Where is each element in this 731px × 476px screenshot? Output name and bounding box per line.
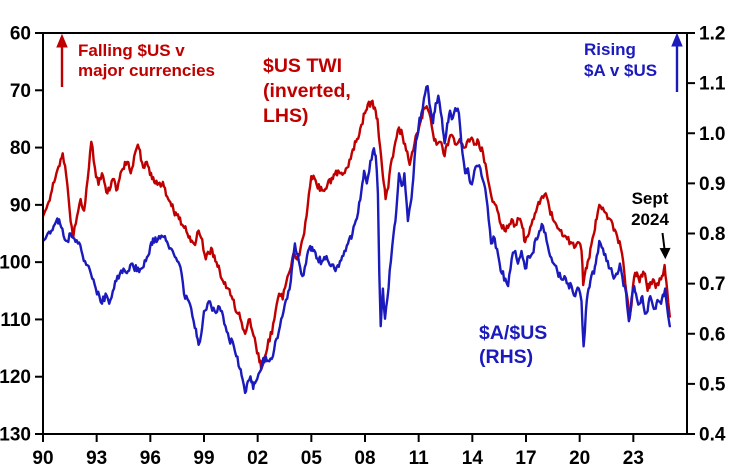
y-right-tick-label: 0.6 <box>699 324 725 345</box>
plot-border <box>42 32 688 435</box>
y-right-tick-label: 0.5 <box>699 374 726 395</box>
y-left-tick-label: 110 <box>0 310 31 331</box>
y-right-tick-label: 0.7 <box>699 274 725 295</box>
x-tick-label: 14 <box>462 448 484 469</box>
data-series <box>43 84 671 395</box>
x-tick-label: 93 <box>86 448 107 469</box>
rising-aud-up-arrow-icon <box>671 32 683 92</box>
y-left-tick-label: 120 <box>0 367 31 388</box>
y-right-tick-label: 0.4 <box>699 425 726 446</box>
falling-usd-up-arrow-icon <box>56 33 68 87</box>
sept-2024-label: Sept 2024 <box>631 189 669 229</box>
x-tick-label: 08 <box>354 448 375 469</box>
y-right-tick-label: 1.1 <box>699 74 726 95</box>
y-left-tick-label: 70 <box>10 81 31 102</box>
x-tick-label: 05 <box>301 448 323 469</box>
y-right-tick-label: 1.2 <box>699 24 725 45</box>
x-tick-label: 17 <box>515 448 536 469</box>
us-twi-series-label: $US TWI (inverted, LHS) <box>263 55 351 127</box>
rising-aud-label: Rising $A v $US <box>584 40 658 80</box>
y-left-tick-label: 80 <box>10 138 31 159</box>
x-tick-label: 96 <box>140 448 161 469</box>
x-tick-label: 20 <box>569 448 590 469</box>
y-right-tick-label: 0.8 <box>699 224 725 245</box>
falling-usd-label: Falling $US v major currencies <box>78 41 216 80</box>
y-left-tick-label: 60 <box>10 24 31 45</box>
x-tick-label: 23 <box>623 448 644 469</box>
y-right-tick-label: 1.0 <box>699 124 725 145</box>
axis-ticks <box>35 32 695 442</box>
sept-2024-down-arrow-icon <box>659 232 671 260</box>
y-left-tick-label: 130 <box>0 425 31 446</box>
series-line-aud-usd <box>43 84 671 395</box>
x-tick-label: 02 <box>247 448 268 469</box>
y-left-tick-label: 100 <box>0 253 31 274</box>
y-left-tick-label: 90 <box>10 195 31 216</box>
x-tick-label: 99 <box>193 448 214 469</box>
axis-tick-labels: 60 70 80 90 100 110 120 130 1.2 1.1 1.0 0.9 0.8 0.7 0.… <box>0 24 726 470</box>
series-line-us-twi <box>43 99 671 371</box>
x-tick-label: 11 <box>409 448 430 469</box>
aud-series-label: $A/$US (RHS) <box>479 322 548 368</box>
x-tick-label: 90 <box>32 448 53 469</box>
y-right-tick-label: 0.9 <box>699 174 725 195</box>
